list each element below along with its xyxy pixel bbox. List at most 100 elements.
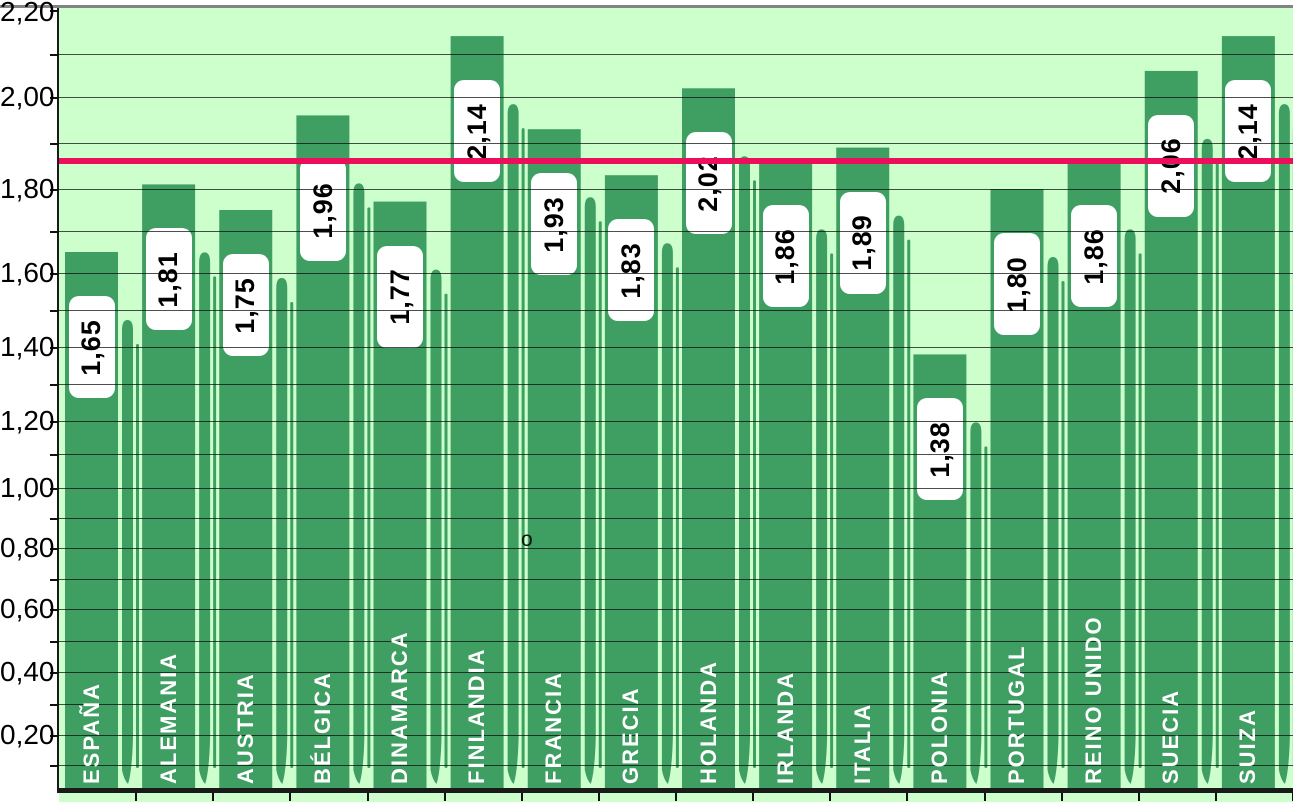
bar-shadow-portugal	[1047, 257, 1059, 784]
plot-top-border	[0, 5, 1293, 8]
stray-artifact-text: o	[521, 528, 533, 551]
value-label-francia: 1,93	[531, 173, 578, 276]
bar-shadow-finlandia	[507, 104, 519, 785]
value-label-text-suiza: 2,14	[1232, 102, 1263, 160]
bar-shadow-thin-grecia	[675, 267, 679, 768]
bar-shadow-austria	[276, 278, 288, 784]
y-axis-tick-1-80	[50, 189, 59, 191]
x-axis-tick-3	[289, 793, 291, 801]
category-label-italia: ITALIA	[849, 702, 875, 784]
y-axis-tick-2-20	[50, 10, 59, 12]
gridline-0-70	[59, 579, 1293, 580]
bar-shadow-reino-unido	[1124, 229, 1136, 784]
gridline-0-40	[59, 672, 1293, 673]
y-axis-tick-1-30	[50, 384, 59, 386]
x-axis-tick-10	[829, 793, 831, 801]
gridline-0-90	[59, 518, 1293, 519]
value-label-text-grecia: 1,83	[615, 241, 646, 299]
gridline-2-10	[59, 54, 1293, 55]
bar-shadow-polonia	[970, 422, 982, 784]
bar-shadow-thin-irlanda	[830, 253, 834, 768]
category-label-alemania: ALEMANIA	[155, 651, 181, 784]
y-axis-tick-1-50	[50, 310, 59, 312]
y-axis-label-2-00: 2,00	[0, 81, 55, 112]
gridline-2-00	[59, 97, 1293, 98]
bar-shadow-italia	[893, 215, 905, 785]
y-axis-tick-1-20	[50, 421, 59, 423]
x-axis-tick-13	[1061, 793, 1063, 801]
category-label-holanda: HOLANDA	[695, 660, 721, 784]
value-label-holanda: 2,02	[685, 132, 732, 235]
value-label-grecia: 1,83	[608, 219, 655, 322]
category-label-suecia: SUECIA	[1158, 688, 1184, 784]
value-label-text-polonia: 1,38	[924, 421, 955, 478]
gridline-1-10	[59, 454, 1293, 455]
bar-shadow-thin-suecia	[1215, 162, 1219, 768]
bar-shadow-holanda	[739, 156, 750, 785]
x-axis-tick-4	[367, 793, 369, 801]
x-axis-tick-6	[521, 793, 523, 801]
y-axis-tick-2-10	[50, 54, 59, 56]
value-label-belgica: 1,96	[299, 159, 346, 262]
y-axis-tick-0-50	[50, 641, 59, 643]
y-axis-label-0-20: 0,20	[0, 719, 55, 750]
y-axis-tick-1-10	[50, 454, 59, 456]
bar-shadow-irlanda	[816, 229, 828, 784]
category-label-belgica: BÉLGICA	[309, 671, 335, 784]
y-axis-tick-1-40	[50, 347, 59, 349]
gridline-1-80	[59, 189, 1293, 190]
y-axis-tick-0-30	[50, 704, 59, 706]
category-label-dinamarca: DINAMARCA	[387, 630, 412, 784]
value-label-text-irlanda: 1,86	[770, 228, 801, 285]
value-label-dinamarca: 1,77	[377, 245, 423, 348]
bar-shadow-thin-finlandia	[521, 128, 525, 769]
x-axis-tick-8	[675, 793, 677, 801]
value-label-irlanda: 1,86	[762, 205, 809, 308]
value-label-italia: 1,89	[839, 191, 886, 294]
gridline-0-60	[59, 609, 1293, 610]
y-axis-tick-1-70	[50, 231, 59, 233]
x-axis-tick-2	[212, 793, 214, 801]
y-axis-tick-0-80	[50, 548, 59, 550]
bar-shadow-thin-reino-unido	[1138, 253, 1142, 768]
category-label-irlanda: IRLANDA	[772, 671, 798, 784]
gridline-1-20	[59, 421, 1293, 422]
category-label-espana: ESPAÑA	[78, 681, 104, 784]
value-label-suiza: 2,14	[1225, 80, 1272, 183]
value-label-reino-unido: 1,86	[1071, 205, 1118, 308]
gridline-1-30	[59, 384, 1293, 385]
bar-shadow-francia	[584, 197, 596, 784]
category-label-portugal: PORTUGAL	[1004, 644, 1029, 784]
value-label-text-portugal: 1,80	[1001, 255, 1032, 313]
category-label-francia: FRANCIA	[541, 671, 567, 784]
category-label-suiza: SUIZA	[1235, 708, 1261, 784]
y-axis-tick-0-60	[50, 609, 59, 611]
value-label-polonia: 1,38	[916, 398, 963, 501]
gridline-1-50	[59, 310, 1293, 311]
bar-shadow-thin-portugal	[1061, 281, 1065, 768]
bar-shadow-espana	[122, 320, 133, 784]
value-label-text-francia: 1,93	[538, 195, 569, 253]
bar-shadow-suiza	[1278, 104, 1290, 785]
average-reference-line	[59, 158, 1293, 164]
x-axis-tick-5	[444, 793, 446, 801]
x-axis-tick-15	[1215, 793, 1217, 801]
gridline-1-70	[59, 231, 1293, 232]
gridline-1-90	[59, 143, 1293, 144]
y-axis-label-0-60: 0,60	[0, 593, 55, 624]
y-axis-tick-2-00	[50, 97, 59, 99]
bar-shadow-thin-polonia	[984, 446, 988, 768]
bar-shadow-suecia	[1201, 138, 1213, 784]
y-axis-label-1-80: 1,80	[0, 173, 55, 204]
value-label-text-finlandia: 2,14	[461, 102, 492, 160]
category-label-austria: AUSTRIA	[232, 672, 258, 784]
value-label-text-reino-unido: 1,86	[1078, 228, 1109, 285]
gridline-0-80	[59, 548, 1293, 549]
gridline-1-60	[59, 273, 1293, 274]
y-axis-tick-0-90	[50, 518, 59, 520]
category-label-finlandia: FINLANDIA	[464, 647, 490, 784]
y-axis-tick-1-00	[50, 488, 59, 490]
value-label-text-austria: 1,75	[230, 276, 261, 334]
bar-shadow-thin-holanda	[753, 180, 756, 769]
